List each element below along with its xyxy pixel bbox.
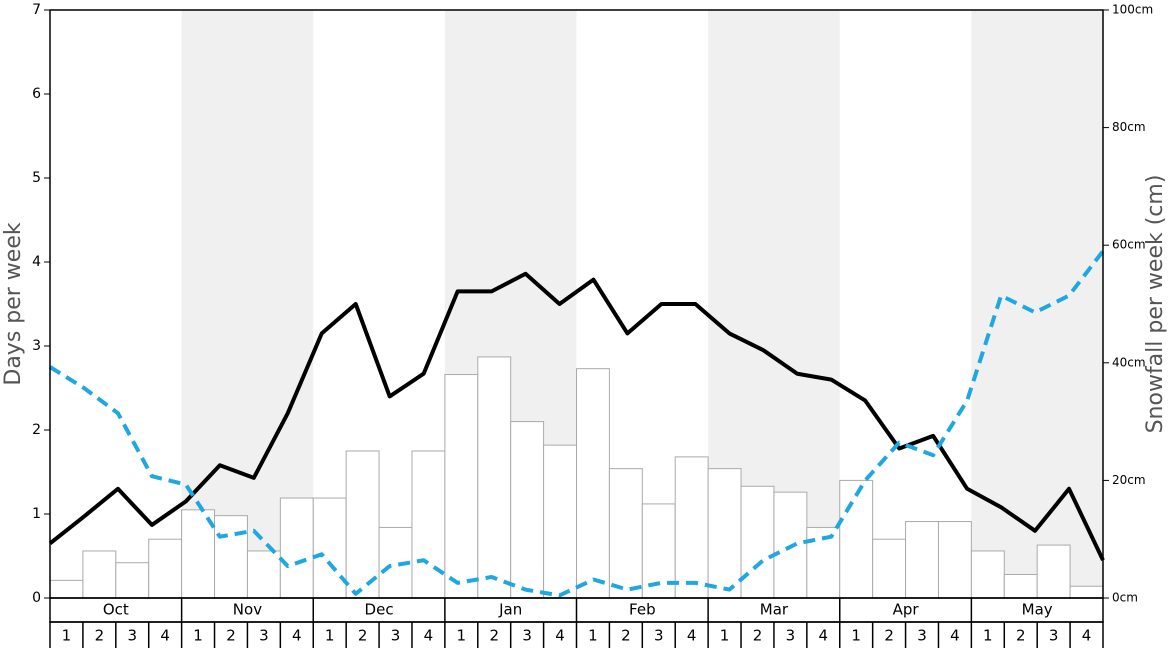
x-tick-label: 3	[1049, 627, 1059, 645]
month-label: Oct	[103, 601, 129, 619]
x-tick-label: 2	[489, 627, 499, 645]
bar	[740, 485, 775, 599]
x-tick-label: 1	[588, 627, 598, 645]
month-label: Jan	[498, 601, 522, 619]
bar	[345, 450, 380, 599]
y2-axis-label: Snowfall per week (cm)	[1143, 175, 1168, 434]
bar	[214, 515, 248, 599]
bar	[937, 521, 972, 599]
bar	[411, 450, 446, 599]
x-tick-label: 4	[160, 627, 170, 645]
x-tick-label: 3	[917, 627, 927, 645]
y-tick-label: 7	[32, 2, 41, 18]
month-label: Apr	[893, 601, 920, 619]
x-tick-label: 1	[720, 627, 730, 645]
x-tick-label: 2	[1016, 627, 1026, 645]
line	[48, 271, 1105, 562]
y-tick-label: 2	[32, 422, 41, 438]
x-tick-label: 4	[292, 627, 302, 645]
bar	[181, 509, 216, 599]
x-tick-label: 4	[1082, 627, 1092, 645]
x-tick-label: 2	[753, 627, 763, 645]
bar	[1003, 573, 1038, 599]
x-tick-label: 3	[786, 627, 796, 645]
x-tick-label: 4	[819, 627, 829, 645]
x-tick-label: 3	[391, 627, 401, 645]
y-tick-label: 0	[32, 590, 41, 606]
y-tick-label: 5	[32, 170, 41, 186]
x-tick-label: 1	[457, 627, 467, 645]
x-tick-label: 2	[95, 627, 105, 645]
bar	[839, 479, 874, 599]
bar	[49, 579, 84, 599]
month-band	[971, 10, 1103, 598]
bar	[312, 497, 347, 599]
y2-tick-label: 60cm	[1112, 238, 1146, 252]
bar	[707, 468, 742, 599]
x-tick-label: 3	[127, 627, 137, 645]
bar	[872, 538, 907, 599]
bar	[82, 550, 117, 599]
x-tick-label: 2	[226, 627, 236, 645]
bar	[1036, 544, 1071, 599]
bar	[1069, 585, 1104, 599]
x-tick-label: 4	[687, 627, 697, 645]
bar	[510, 421, 545, 599]
month-label: Mar	[760, 601, 789, 619]
y-tick-label: 1	[32, 506, 41, 522]
x-tick-label: 4	[950, 627, 960, 645]
y-axis-label: Days per week	[1, 222, 26, 385]
bar	[576, 368, 610, 599]
x-tick-label: 3	[259, 627, 269, 645]
bar	[477, 356, 512, 599]
x-tick-label: 1	[193, 627, 203, 645]
y2-tick-label: 40cm	[1112, 355, 1146, 369]
x-tick-label: 1	[62, 627, 72, 645]
y-tick-label: 4	[32, 254, 41, 270]
y2-tick-label: 100cm	[1112, 3, 1153, 17]
x-tick-label: 2	[884, 627, 894, 645]
bar	[279, 497, 314, 599]
month-label: May	[1022, 601, 1053, 619]
y-tick-label: 6	[32, 86, 41, 102]
month-label: Feb	[629, 601, 656, 619]
x-tick-label: 4	[424, 627, 434, 645]
bar	[674, 456, 709, 599]
bar	[905, 521, 939, 599]
x-tick-label: 4	[555, 627, 565, 645]
bar	[246, 550, 281, 599]
bar	[115, 562, 150, 599]
line	[48, 249, 1105, 598]
month-label: Nov	[233, 601, 262, 619]
y-tick-label: 3	[32, 338, 41, 354]
bar	[444, 374, 479, 599]
x-tick-label: 3	[522, 627, 532, 645]
month-label: Dec	[365, 601, 394, 619]
x-tick-label: 2	[621, 627, 631, 645]
x-tick-label: 2	[358, 627, 368, 645]
bar	[543, 444, 577, 599]
y2-tick-label: 20cm	[1112, 473, 1146, 487]
x-tick-label: 1	[983, 627, 993, 645]
y2-tick-label: 0cm	[1112, 591, 1138, 605]
x-tick-label: 3	[654, 627, 664, 645]
bar	[970, 550, 1005, 599]
bar	[148, 538, 183, 599]
y2-tick-label: 80cm	[1112, 120, 1146, 134]
x-tick-label: 1	[325, 627, 335, 645]
bar	[608, 468, 643, 599]
x-tick-label: 1	[851, 627, 861, 645]
